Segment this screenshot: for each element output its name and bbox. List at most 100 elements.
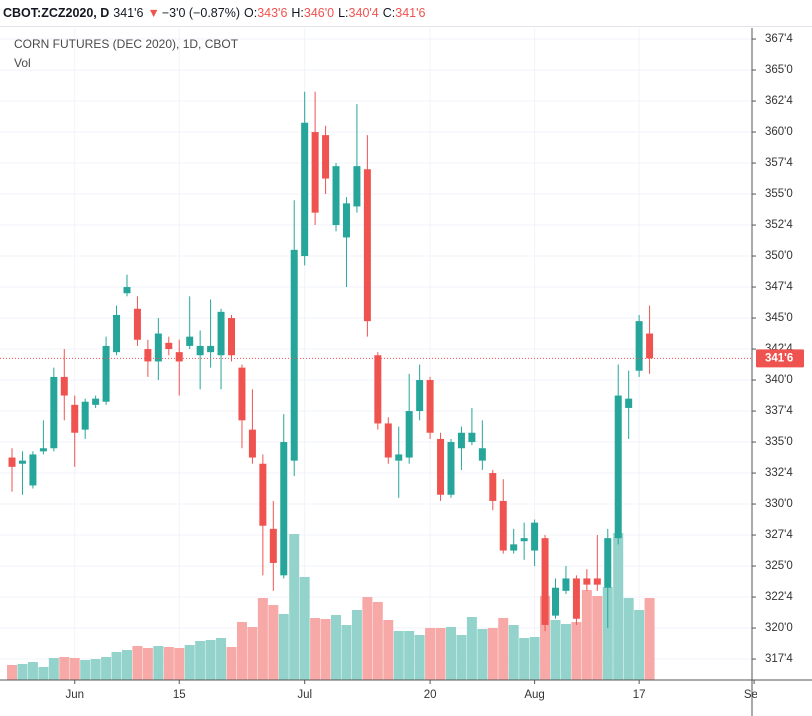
ohlc-label: C: [382, 6, 396, 20]
ohlc-value: 343'6 [257, 6, 288, 20]
volume-bar [310, 618, 321, 680]
chart-title: CORN FUTURES (DEC 2020), 1D, CBOT [14, 37, 239, 51]
y-tick-label: 322'4 [765, 591, 793, 603]
candle-body [531, 522, 539, 551]
x-tick-labels: Jun 15 Jul 20 Aug 17 Sep [65, 689, 764, 701]
candle-body [614, 395, 622, 539]
volume-bar [487, 628, 498, 680]
volume-bar [163, 647, 174, 680]
candle-body [154, 333, 162, 362]
x-tick-label: Aug [524, 689, 544, 701]
grid [0, 28, 752, 680]
candle-body [60, 376, 68, 396]
candle-body [165, 342, 173, 350]
volume-bar [48, 658, 59, 680]
volume-bar [393, 631, 404, 680]
y-tick-label: 352'4 [765, 219, 793, 231]
x-tick-label: Jul [297, 689, 312, 701]
candle-body [635, 321, 643, 371]
candle-body [228, 318, 236, 356]
volume-bar [184, 645, 195, 680]
volume-bar [560, 624, 571, 680]
volume-bar [205, 640, 216, 680]
volume-bar [571, 622, 582, 680]
volume-bar [69, 658, 80, 680]
volume-bar [80, 660, 91, 680]
volume-bar [644, 598, 655, 680]
candle-body [426, 380, 434, 433]
ohlc: O: 343'6 H: 346'0 L: 340'4 C: 341'6 [244, 6, 429, 20]
volume-bar [613, 533, 624, 680]
candle-body [18, 460, 26, 464]
volume-bar [623, 598, 634, 680]
last-price-label: 341'6 [765, 352, 793, 364]
volume-bar [101, 657, 112, 680]
candle-body [71, 404, 79, 433]
x-tick-label: 15 [173, 689, 186, 701]
last-price-box [756, 349, 804, 368]
candle-body [248, 429, 256, 458]
volume-bar [456, 635, 467, 680]
y-tick-label: 337'4 [765, 405, 793, 417]
y-tick-label: 357'4 [765, 157, 793, 169]
x-tick-label: Sep [744, 689, 764, 701]
volume-bar [320, 619, 331, 680]
volume-bar [27, 662, 38, 680]
volume-bar [7, 665, 18, 680]
y-tick-label: 365'0 [765, 64, 793, 76]
volume-bar [592, 596, 603, 680]
volume-bar [111, 652, 122, 680]
volume-bar [268, 605, 279, 680]
ohlc-value: 341'6 [395, 6, 426, 20]
candle-body [8, 457, 16, 467]
candle-body [175, 352, 183, 362]
candle-body [92, 398, 100, 405]
x-tick-label: 20 [424, 689, 437, 701]
y-tick-label: 317'4 [765, 653, 793, 665]
y-tick-label: 350'0 [765, 250, 793, 262]
candle-body [217, 311, 225, 356]
candle-body [520, 538, 528, 542]
ohlc-label: L: [338, 6, 349, 20]
volume-bar [581, 590, 592, 680]
volume-bar [341, 625, 352, 680]
volume-bar [372, 602, 383, 680]
candle-body [280, 442, 288, 576]
candle-body [238, 367, 246, 421]
candle-body [207, 345, 215, 353]
volume-bar [299, 577, 310, 680]
volume-bar [174, 648, 185, 680]
y-tick-label: 330'0 [765, 498, 793, 510]
volume-bar [331, 615, 342, 680]
y-tick-label: 360'0 [765, 126, 793, 138]
y-tick-label: 335'0 [765, 436, 793, 448]
y-tick-label: 355'0 [765, 188, 793, 200]
volume-label: Vol [14, 56, 31, 70]
candle-body [322, 135, 330, 179]
candle-body [363, 169, 371, 322]
volume-bar [236, 622, 247, 680]
candle-body [39, 448, 47, 452]
volume-bar [435, 628, 446, 680]
volume-bar [414, 635, 425, 680]
candle-body [478, 448, 486, 461]
candle-body [510, 544, 518, 551]
candle-body [50, 376, 58, 449]
y-tick-label: 345'0 [765, 312, 793, 324]
ohlc-label: H: [291, 6, 304, 20]
down-arrow: ▼ [147, 6, 160, 20]
candle-body [259, 463, 267, 526]
volume-bar [550, 620, 561, 680]
candles [8, 91, 654, 632]
volume-bar [404, 631, 415, 680]
candle-body [196, 345, 204, 356]
candle-body [311, 132, 319, 213]
candle-body [572, 578, 580, 619]
candle-body [123, 287, 131, 294]
candle-body [541, 538, 549, 625]
volume-bar [195, 641, 206, 680]
volume-bar [508, 625, 519, 680]
y-tick-label: 320'0 [765, 622, 793, 634]
volume-bar [466, 617, 477, 680]
